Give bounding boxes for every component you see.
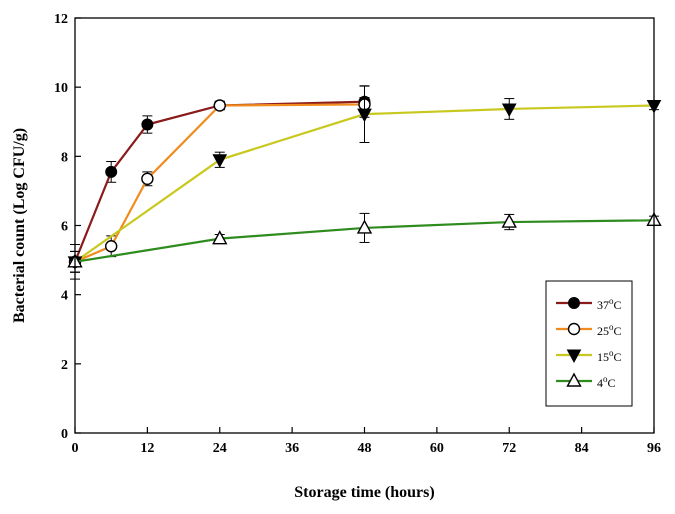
data-point <box>501 103 517 118</box>
x-tick-label: 36 <box>285 441 299 456</box>
legend-item-4c: 4oC <box>556 372 616 390</box>
data-point <box>357 108 372 123</box>
data-point <box>105 165 118 178</box>
legend-label: 4oC <box>597 374 616 390</box>
x-tick-label: 72 <box>502 441 516 456</box>
data-point <box>213 99 226 112</box>
legend-marker <box>566 372 582 387</box>
y-tick-label: 0 <box>61 427 68 442</box>
y-tick-label: 4 <box>61 289 68 304</box>
data-point <box>212 154 228 168</box>
y-tick-label: 10 <box>54 81 68 96</box>
legend-label: 37oC <box>597 296 622 312</box>
legend-marker <box>567 322 581 336</box>
series-15c <box>67 85 662 273</box>
legend: 37oC 25oC 15oC 4oC <box>545 280 633 407</box>
legend-item-25c: 25oC <box>556 322 622 338</box>
y-tick-label: 2 <box>61 358 68 373</box>
x-tick-label: 96 <box>647 441 661 456</box>
legend-label: 25oC <box>597 322 622 338</box>
y-tick-label: 12 <box>54 12 68 27</box>
data-point <box>141 172 154 186</box>
y-tick-label: 8 <box>61 150 68 165</box>
series-25c <box>68 97 371 273</box>
x-axis-title: Storage time (hours) <box>294 484 434 501</box>
x-tick-label: 0 <box>72 441 79 456</box>
legend-box <box>545 280 633 407</box>
x-tick-label: 12 <box>140 441 154 456</box>
data-point <box>212 230 228 245</box>
y-tick-label: 6 <box>61 220 68 235</box>
x-tick-label: 48 <box>358 441 372 456</box>
series-4c <box>67 211 662 280</box>
x-tick-label: 84 <box>575 441 589 456</box>
x-tick-label: 60 <box>430 441 444 456</box>
data-point <box>501 213 517 228</box>
legend-item-15c: 15oC <box>556 348 622 364</box>
x-tick-label: 24 <box>213 441 227 456</box>
data-point <box>141 118 154 131</box>
legend-marker <box>566 349 582 364</box>
legend-marker <box>568 297 580 309</box>
legend-label: 15oC <box>597 348 622 364</box>
data-point <box>104 240 118 253</box>
series-layer <box>67 85 662 280</box>
data-point <box>356 219 373 234</box>
legend-item-37c: 37oC <box>556 296 622 312</box>
y-axis-title: Bacterial count (Log CFU/g) <box>11 128 28 323</box>
